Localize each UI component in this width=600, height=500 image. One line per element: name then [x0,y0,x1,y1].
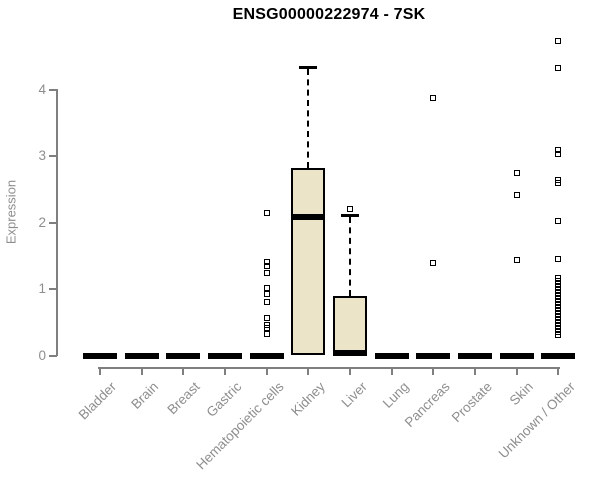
outlier-point [555,313,562,320]
outlier-point [555,274,562,281]
zero-median-bar [416,352,451,359]
outlier-point [555,331,562,338]
outlier-point [513,191,520,198]
x-axis-line [98,367,561,369]
zero-median-bar [541,352,576,359]
zero-median-bar [374,352,409,359]
zero-median-bar [208,352,242,359]
outlier-point [555,217,562,224]
y-axis-tick [49,221,57,224]
outlier-point [263,262,270,269]
y-axis-tick-label: 3 [38,148,46,164]
outlier-point [263,269,270,276]
outlier-point [513,169,520,176]
zero-median-bar [83,352,117,359]
x-axis-label: Bladder [76,379,120,423]
y-axis-tick [49,288,57,291]
outlier-point [263,298,270,305]
y-axis-tick-label: 2 [38,214,46,230]
outlier-point [555,298,562,305]
outlier-point [555,280,562,287]
outlier-point [430,94,437,101]
x-axis-label: Breast [164,379,203,418]
y-axis-tick [49,155,57,158]
outlier-point [513,256,520,263]
y-axis-tick-label: 4 [38,81,46,97]
box [333,296,368,356]
x-axis-tick [349,367,352,375]
x-axis-label: Lung [379,379,412,411]
x-axis-tick [99,367,101,375]
zero-median-bar [499,352,534,359]
whisker [307,69,310,168]
x-axis-tick [307,367,310,375]
outlier-point [347,206,354,213]
outlier-point [555,179,562,186]
y-axis-tick [49,88,57,91]
outlier-point [555,325,562,332]
x-axis-label: Prostate [448,379,495,426]
x-axis-label: Unknown / Other [495,379,578,462]
y-axis-title: Expression [3,179,19,245]
median-line [291,213,326,220]
outlier-point [555,319,562,326]
outlier-point [555,64,562,71]
outlier-point [263,210,270,217]
outlier-point [555,176,562,183]
zero-median-bar [249,352,284,359]
x-axis-tick [432,367,435,375]
x-axis-tick [390,367,393,375]
x-axis-label: Kidney [288,379,328,419]
x-axis-tick [265,367,268,375]
whisker-cap [299,66,318,70]
x-axis-label: Skin [507,379,537,409]
outlier-point [555,38,562,45]
x-axis-tick [557,367,560,375]
x-axis-tick [515,367,518,375]
chart-title: ENSG00000222974 - 7SK [232,6,426,23]
x-axis-tick [224,367,226,375]
zero-median-bar [166,352,201,359]
outlier-point [430,259,437,266]
y-axis-tick-label: 0 [38,347,46,363]
y-axis-line [56,88,58,357]
outlier-point [263,331,270,338]
outlier-point [555,292,562,299]
outlier-point [263,258,270,265]
median-line [333,349,368,356]
outlier-point [555,255,562,262]
outlier-point [263,290,270,297]
outlier-point [263,314,270,321]
whisker [349,216,352,297]
zero-median-bar [124,352,159,359]
x-axis-tick [140,367,143,375]
whisker-cap [341,213,360,217]
outlier-point [263,324,270,331]
x-axis-label: Brain [128,379,162,412]
outlier-point [555,302,562,309]
x-axis-label: Gastric [203,379,245,420]
y-axis-tick-label: 1 [38,281,46,297]
outlier-point [555,286,562,293]
outlier-point [555,308,562,314]
outlier-point [555,150,562,157]
outlier-point [263,284,270,291]
zero-median-bar [458,352,493,359]
y-axis-tick [49,354,57,357]
x-axis-tick [474,367,477,375]
x-axis-label: Liver [338,379,370,411]
box [291,167,326,356]
x-axis-tick [182,367,185,375]
outlier-point [555,146,562,153]
